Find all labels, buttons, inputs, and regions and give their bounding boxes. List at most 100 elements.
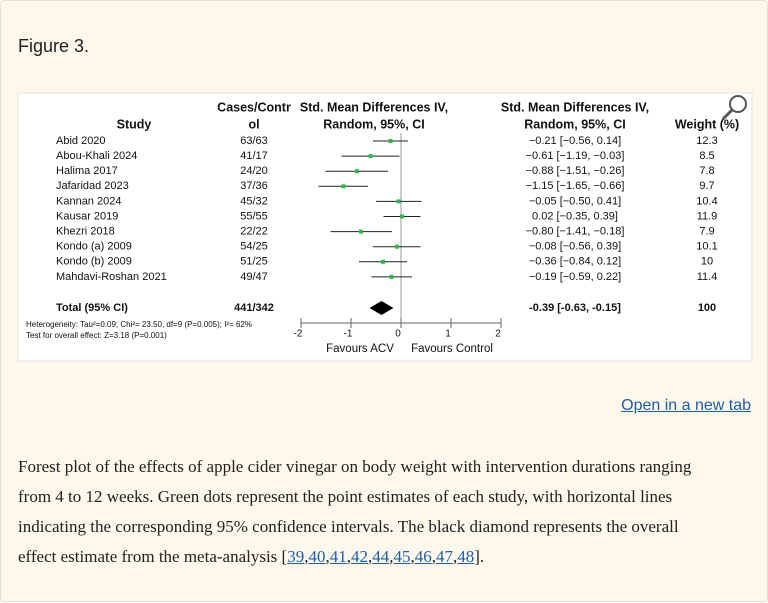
point-estimate xyxy=(400,214,404,219)
ci-label: −0.21 [−0.56, 0.14] xyxy=(529,135,621,147)
x-tick-label: 1 xyxy=(445,329,451,340)
point-estimate xyxy=(341,184,346,189)
caption-line: indicating the corresponding 95% confide… xyxy=(18,517,679,536)
study-name: Abid 2020 xyxy=(56,135,106,147)
ref-separator: , xyxy=(346,547,351,566)
weight: 12.3 xyxy=(696,135,717,147)
study-name: Kondo (b) 2009 xyxy=(56,256,132,268)
ci-label: −1.15 [−1.65, −0.66] xyxy=(526,180,625,192)
cases: 63/63 xyxy=(240,135,268,147)
cases: 45/32 xyxy=(240,195,268,207)
cases: 51/25 xyxy=(240,256,268,268)
point-estimate xyxy=(355,169,359,174)
caption-text: effect estimate from the meta-analysis [ xyxy=(18,547,288,566)
ci-label: −0.36 [−0.84, 0.12] xyxy=(529,256,621,268)
ref-separator: , xyxy=(431,547,436,566)
reference-link[interactable]: 48 xyxy=(457,547,475,566)
reference-link[interactable]: 44 xyxy=(372,547,390,566)
ci-label: −0.19 [−0.59, 0.22] xyxy=(529,271,621,283)
column-header: Weight (%) xyxy=(675,117,739,131)
note: Heterogeneity: Tau²=0.09; Chi²= 23.50, d… xyxy=(26,320,252,329)
ci-label: −0.05 [−0.50, 0.41] xyxy=(529,195,621,207)
reference-link[interactable]: 46 xyxy=(414,547,432,566)
figure-frame xyxy=(17,92,753,362)
ci-label: −0.80 [−1.41, −0.18] xyxy=(526,226,625,238)
weight: 8.5 xyxy=(699,150,714,162)
x-tick-label: -2 xyxy=(294,329,303,340)
study-name: Halima 2017 xyxy=(56,165,118,177)
ci-label: −0.88 [−1.51, −0.26] xyxy=(526,165,625,177)
caption-line: from 4 to 12 weeks. Green dots represent… xyxy=(18,487,673,506)
study-name: Jafaridad 2023 xyxy=(56,180,129,192)
total-ci: -0.39 [-0.63, -0.15] xyxy=(529,302,621,314)
reference-link[interactable]: 39 xyxy=(287,547,305,566)
cases: 22/22 xyxy=(240,226,268,238)
column-header: ol xyxy=(248,117,259,131)
ref-separator: , xyxy=(367,547,373,566)
study-name: Kannan 2024 xyxy=(56,195,121,207)
point-estimate xyxy=(359,229,363,234)
cases: 41/17 xyxy=(240,150,268,162)
study-name: Mahdavi-Roshan 2021 xyxy=(56,271,167,283)
weight: 10 xyxy=(701,256,713,268)
ref-separator: , xyxy=(389,547,394,566)
reference-link[interactable]: 41 xyxy=(329,547,347,566)
cases: 37/36 xyxy=(240,180,268,192)
x-label: Favours ACV xyxy=(326,343,394,355)
cases: 24/20 xyxy=(240,165,268,177)
study-name: Khezri 2018 xyxy=(56,226,115,238)
ci-label: 0.02 [−0.35, 0.39] xyxy=(532,210,618,222)
ref-separator: , xyxy=(325,547,330,566)
weight: 11.4 xyxy=(697,271,718,283)
column-header: Random, 95%, CI xyxy=(524,117,625,131)
reference-link[interactable]: 42 xyxy=(350,547,368,566)
column-header: Std. Mean Differences IV, xyxy=(300,100,448,114)
figure-label: Figure 3. xyxy=(18,36,90,56)
total-label: Total (95% CI) xyxy=(56,302,128,314)
x-label: Favours Control xyxy=(411,343,493,355)
total-diamond xyxy=(369,301,394,315)
total-weight: 100 xyxy=(698,302,716,314)
zoom-icon[interactable] xyxy=(721,95,747,121)
study-name: Kondo (a) 2009 xyxy=(56,241,132,253)
x-tick-label: 0 xyxy=(395,329,401,340)
x-tick-label: -1 xyxy=(344,329,353,340)
study-name: Abou-Khali 2024 xyxy=(56,150,137,162)
weight: 10.1 xyxy=(696,241,717,253)
cases: 54/25 xyxy=(240,241,268,253)
reference-link[interactable]: 45 xyxy=(393,547,411,566)
reference-link[interactable]: 47 xyxy=(435,547,453,566)
weight: 10.4 xyxy=(696,195,717,207)
point-estimate xyxy=(389,274,394,279)
column-header: Random, 95%, CI xyxy=(323,117,424,131)
column-header: Std. Mean Differences IV, xyxy=(501,100,649,114)
total-cases: 441/342 xyxy=(234,302,274,314)
point-estimate xyxy=(381,259,385,264)
caption-line: effect estimate from the meta-analysis [… xyxy=(18,547,484,567)
point-estimate xyxy=(368,154,373,159)
ref-separator: , xyxy=(452,547,458,566)
cases: 55/55 xyxy=(240,210,268,222)
ci-label: −0.61 [−1.19, −0.03] xyxy=(526,150,625,162)
weight: 7.8 xyxy=(699,165,714,177)
column-header: Study xyxy=(117,117,152,131)
reference-link[interactable]: 40 xyxy=(308,547,326,566)
weight: 7.9 xyxy=(699,226,714,238)
caption-line: Forest plot of the effects of apple cide… xyxy=(18,457,692,476)
point-estimate xyxy=(395,244,399,249)
cases: 49/47 xyxy=(240,271,268,283)
weight: 9.7 xyxy=(699,180,714,192)
open-new-tab-link[interactable]: Open in a new tab xyxy=(621,397,751,414)
ref-separator: , xyxy=(410,547,415,566)
x-tick-label: 2 xyxy=(495,329,501,340)
column-header: Cases/Contr xyxy=(217,100,291,114)
ref-separator: , xyxy=(304,547,309,566)
point-estimate xyxy=(396,199,401,204)
weight: 11.9 xyxy=(697,210,718,222)
study-name: Kausar 2019 xyxy=(56,210,118,222)
point-estimate xyxy=(388,139,393,143)
caption-text: ]. xyxy=(474,547,485,566)
ci-label: −0.08 [−0.56, 0.39] xyxy=(529,241,621,253)
